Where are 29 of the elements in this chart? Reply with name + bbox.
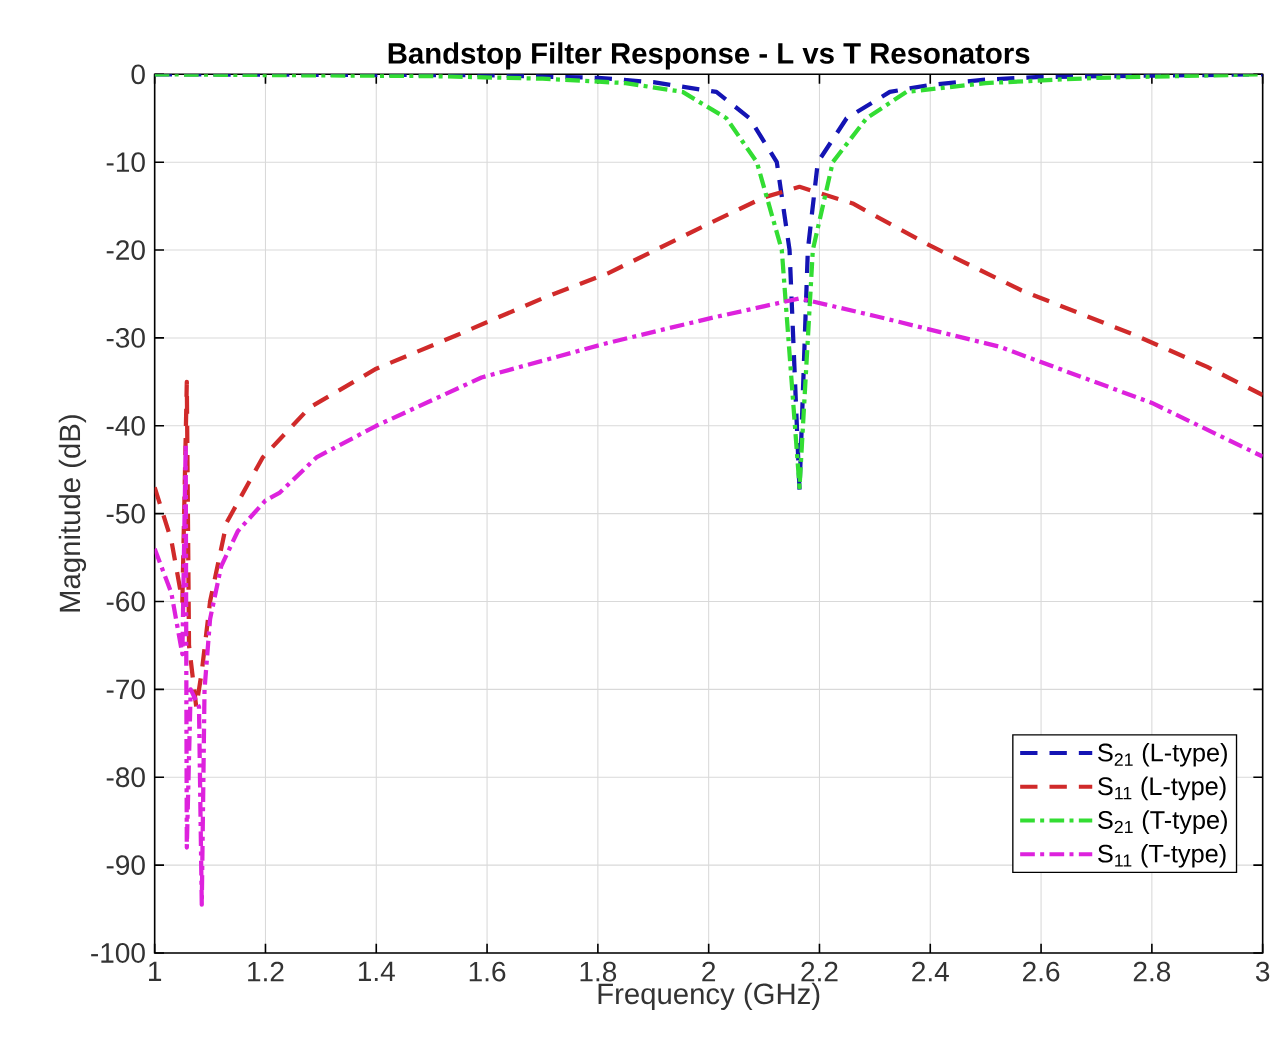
x-tick-label: 1: [149, 961, 162, 981]
x-tick-label: 2.4: [912, 961, 949, 982]
y-tick-label: -50: [106, 503, 145, 524]
y-tick-label: -30: [106, 328, 145, 348]
x-tick-label: 2.2: [801, 961, 838, 982]
y-tick-label: -90: [106, 855, 145, 876]
legend-label: S$_{11}$ (L-type): [1098, 776, 1226, 801]
x-tick-label: 2.6: [1023, 961, 1060, 982]
legend-label: S$_{21}$ (L-type): [1098, 742, 1227, 767]
y-tick-label: -40: [106, 415, 145, 436]
x-tick-label: 2.8: [1133, 961, 1171, 982]
y-axis-title: Magnitude (dB): [58, 415, 87, 612]
x-tick-label: 1.6: [469, 961, 506, 982]
x-axis-title: Frequency (GHz): [598, 982, 820, 1011]
y-tick-label: -60: [106, 591, 145, 612]
x-tick-label: 1.4: [358, 961, 395, 981]
y-tick-label: -10: [106, 152, 145, 173]
chart-title: Bandstop Filter Response - L vs T Resonators: [388, 42, 1030, 70]
legend-label: S$_{11}$ (T-type): [1098, 844, 1226, 868]
x-tick-label: 1.2: [248, 961, 284, 982]
y-tick-label: -20: [106, 240, 145, 260]
y-tick-label: -70: [106, 679, 145, 700]
x-tick-label: 3: [1255, 961, 1270, 982]
x-tick-label: 2: [702, 961, 716, 982]
legend-label: S$_{21}$ (T-type): [1098, 810, 1227, 834]
x-tick-label: 1.8: [580, 961, 617, 982]
y-tick-label: -100: [91, 943, 145, 963]
y-tick-label: 0: [131, 64, 145, 85]
y-tick-label: -80: [106, 767, 145, 788]
